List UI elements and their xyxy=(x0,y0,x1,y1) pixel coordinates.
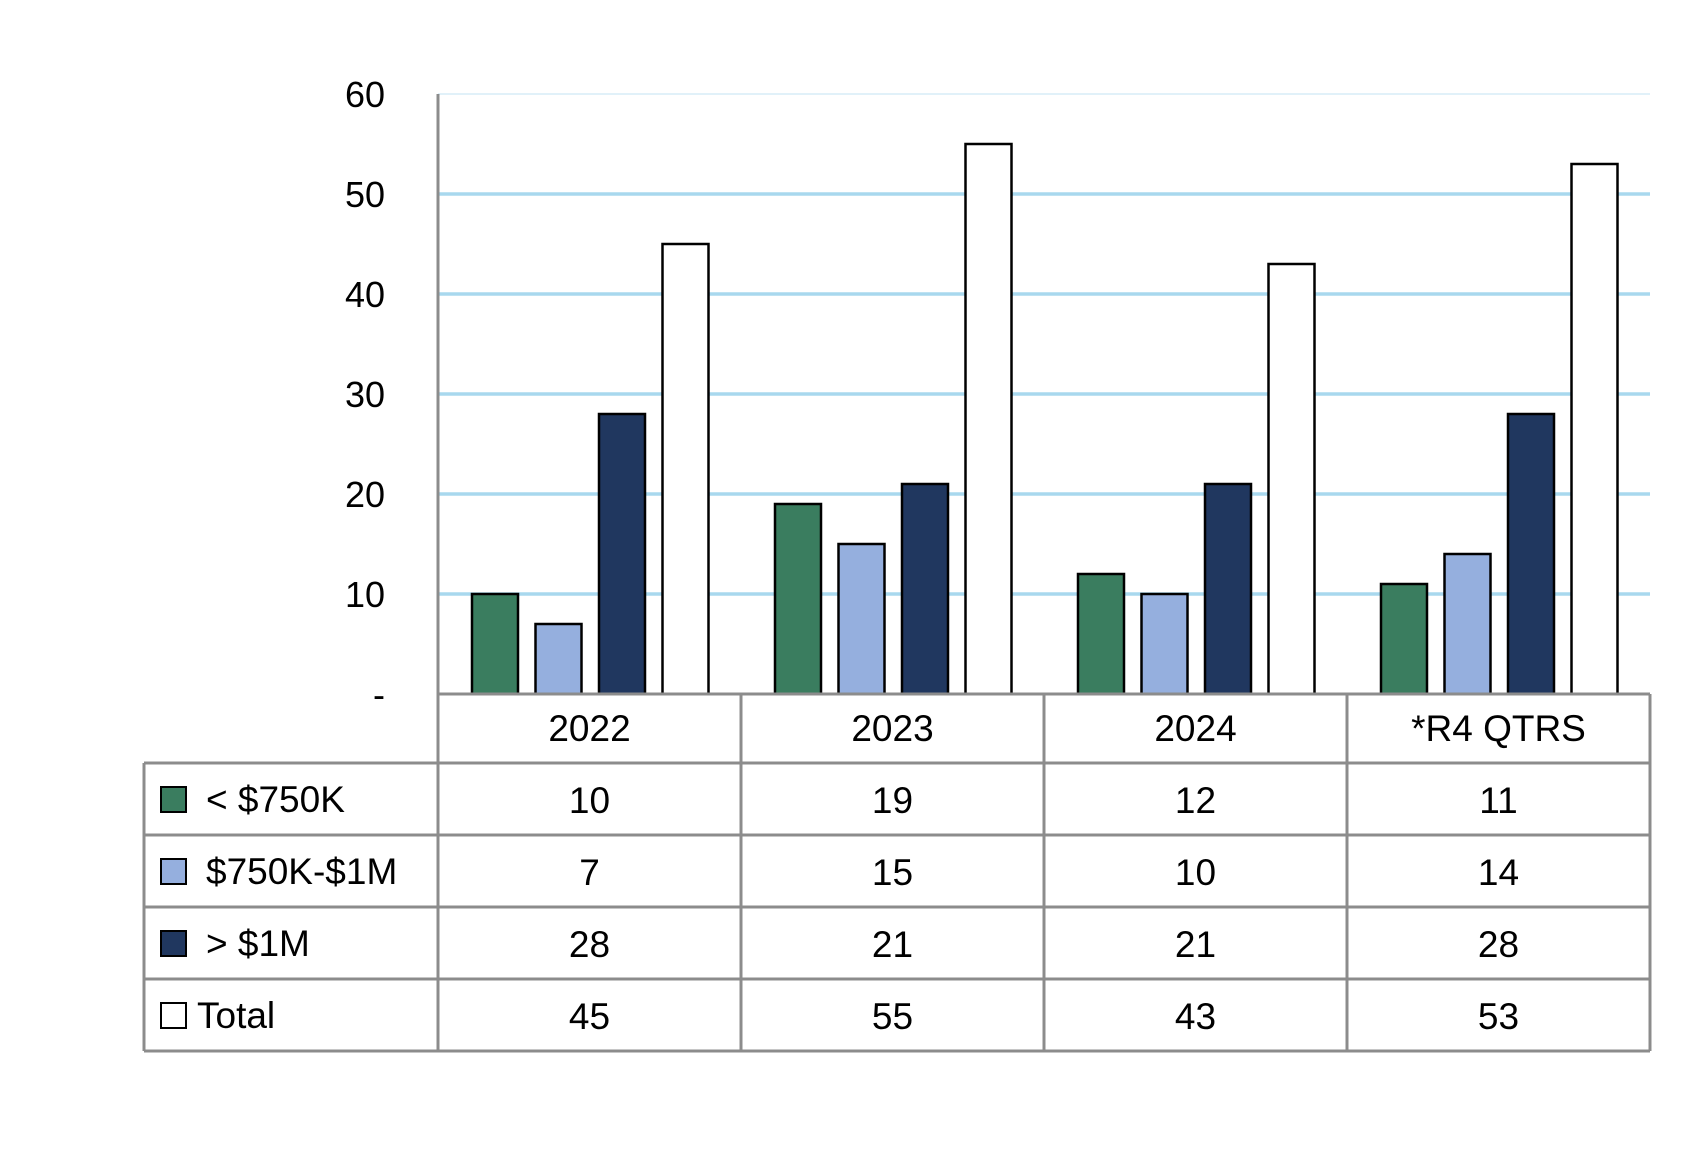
legend-swatch-1m xyxy=(160,930,187,957)
data-label-total-2024: 43 xyxy=(1175,996,1216,1037)
data-label-750k-1m-2023: 15 xyxy=(872,852,913,893)
data-label-1m-2023: 21 xyxy=(872,924,913,965)
bar-750k-2023 xyxy=(773,502,823,696)
bar-750k-2024 xyxy=(1076,572,1126,696)
y-axis-tick-labels: - 10 20 30 40 50 60 xyxy=(345,74,385,715)
x-category-label-2022: 2022 xyxy=(548,708,630,749)
data-label-750k-1m-2022: 7 xyxy=(579,852,600,893)
bar-1m-2024 xyxy=(1203,482,1253,696)
legend-label-750k-1m: $750K-$1M xyxy=(206,851,397,892)
x-category-label-2024: 2024 xyxy=(1154,708,1236,749)
legend-label-750k: < $750K xyxy=(206,779,345,820)
legend-swatch-750k-1m xyxy=(160,858,187,885)
data-label-1m-2024: 21 xyxy=(1175,924,1216,965)
data-label-1m-r4-qtrs: 28 xyxy=(1478,924,1519,965)
bar-750k-1m-2023 xyxy=(837,542,886,696)
bar-750k-1m-r4-qtrs xyxy=(1443,552,1492,696)
y-tick-label-x: - xyxy=(373,674,385,715)
data-label-750k-1m-r4-qtrs: 14 xyxy=(1478,852,1519,893)
bar-750k-r4-qtrs xyxy=(1379,582,1429,696)
bar-750k-1m-2024 xyxy=(1140,592,1189,696)
legend-label-1m: > $1M xyxy=(206,923,310,964)
legend-swatch-total xyxy=(160,1002,187,1029)
bar-1m-r4-qtrs xyxy=(1506,412,1556,696)
data-label-750k-2024: 12 xyxy=(1175,780,1216,821)
y-tick-label-10: 10 xyxy=(345,574,385,615)
legend-swatch-750k xyxy=(160,786,187,813)
bar-total-r4-qtrs xyxy=(1570,162,1619,696)
data-label-1m-2022: 28 xyxy=(569,924,610,965)
data-label-total-2022: 45 xyxy=(569,996,610,1037)
bar-750k-1m-2022 xyxy=(534,622,583,696)
data-label-750k-2023: 19 xyxy=(872,780,913,821)
data-label-750k-r4-qtrs: 11 xyxy=(1479,780,1517,821)
bar-750k-2022 xyxy=(470,592,520,696)
data-label-total-r4-qtrs: 53 xyxy=(1478,996,1519,1037)
bar-1m-2023 xyxy=(900,482,950,696)
x-category-label-2023: 2023 xyxy=(851,708,933,749)
bar-1m-2022 xyxy=(597,412,647,696)
bar-total-2023 xyxy=(964,142,1013,696)
y-tick-label-60: 60 xyxy=(345,74,385,115)
data-label-750k-2022: 10 xyxy=(569,780,610,821)
y-tick-label-20: 20 xyxy=(345,474,385,515)
bar-total-2022 xyxy=(661,242,710,696)
data-table: 2022 2023 2024 *R4 QTRS < $750K 10 19 12 11 $750K… xyxy=(142,692,1652,1053)
bar-total-2024 xyxy=(1267,262,1316,696)
x-category-label-r4-qtrs: *R4 QTRS xyxy=(1411,708,1586,749)
legend-label-total: Total xyxy=(197,995,275,1036)
data-label-750k-1m-2024: 10 xyxy=(1175,852,1216,893)
bars xyxy=(470,142,1619,696)
y-tick-label-30: 30 xyxy=(345,374,385,415)
y-tick-label-40: 40 xyxy=(345,274,385,315)
data-label-total-2023: 55 xyxy=(872,996,913,1037)
y-tick-label-50: 50 xyxy=(345,174,385,215)
